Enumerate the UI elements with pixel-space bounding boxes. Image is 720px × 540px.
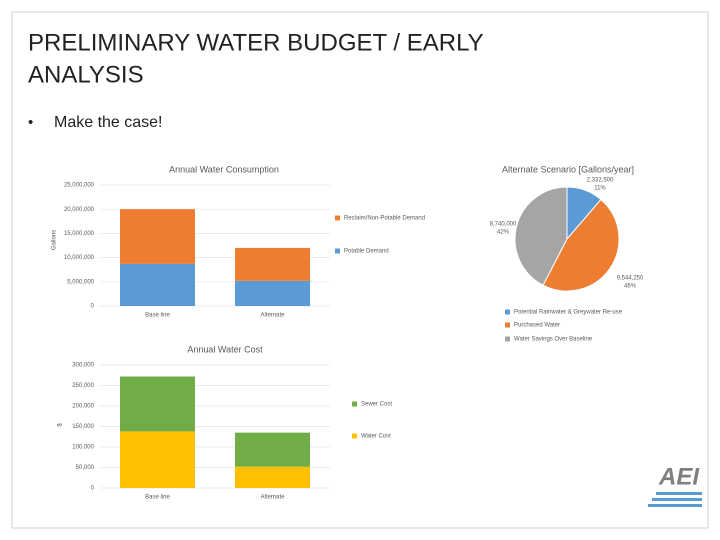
x-tick-label: Alternate bbox=[260, 313, 285, 319]
slide-title: PRELIMINARY WATER BUDGET / EARLY bbox=[28, 29, 484, 56]
pie-slice bbox=[514, 186, 568, 286]
logo-stripe bbox=[652, 498, 702, 501]
x-tick-label: Base line bbox=[145, 495, 170, 501]
legend-label: Purchased Water bbox=[514, 323, 560, 329]
chart-title: Annual Water Cost bbox=[187, 344, 263, 354]
y-axis-label: Gallons bbox=[52, 230, 58, 250]
y-axis-label: $ bbox=[58, 423, 64, 427]
data-label: 2,332,500 bbox=[587, 178, 614, 184]
y-tick-label: 300,000 bbox=[72, 363, 94, 369]
bar-segment bbox=[235, 466, 310, 488]
bar-segment bbox=[235, 247, 310, 281]
y-tick-label: 0 bbox=[91, 486, 95, 492]
logo: AEI bbox=[648, 463, 702, 507]
legend-label: Potential Rainwater & Greywater Re-use bbox=[514, 310, 623, 316]
data-label: 42% bbox=[497, 230, 510, 236]
legend-swatch bbox=[352, 433, 357, 439]
y-tick-label: 200,000 bbox=[72, 404, 94, 410]
y-tick-label: 25,000,000 bbox=[64, 183, 95, 189]
y-tick-label: 20,000,000 bbox=[64, 207, 95, 213]
y-tick-label: 250,000 bbox=[72, 383, 94, 389]
data-label: 11% bbox=[594, 186, 606, 192]
y-tick-label: 5,000,000 bbox=[67, 279, 94, 285]
y-tick-label: 15,000,000 bbox=[64, 231, 95, 237]
legend-label: Reclaim/Non-Potable Demand bbox=[344, 216, 425, 222]
legend-swatch bbox=[505, 336, 510, 342]
bar-segment bbox=[120, 431, 195, 488]
bar-segment bbox=[235, 280, 310, 306]
slide-title: ANALYSIS bbox=[28, 61, 144, 88]
logo-text: AEI bbox=[658, 463, 700, 490]
bar-segment bbox=[120, 209, 195, 264]
bar-segment bbox=[235, 432, 310, 467]
bullet-symbol: • bbox=[28, 114, 33, 131]
legend-swatch bbox=[335, 215, 340, 221]
y-tick-label: 0 bbox=[91, 304, 95, 310]
y-tick-label: 10,000,000 bbox=[64, 255, 95, 261]
y-tick-label: 100,000 bbox=[72, 445, 94, 451]
legend-label: Water Cost bbox=[361, 434, 391, 440]
legend-label: Sewer Cost bbox=[361, 402, 392, 408]
legend-label: Water Savings Over Baseline bbox=[514, 337, 593, 343]
bar-segment bbox=[120, 263, 195, 306]
chart-title: Annual Water Consumption bbox=[169, 164, 279, 174]
logo-stripe bbox=[648, 504, 702, 507]
logo-stripe bbox=[656, 492, 702, 495]
data-label: 8,740,000 bbox=[490, 222, 517, 228]
data-label: 9,544,250 bbox=[617, 276, 644, 282]
x-tick-label: Base line bbox=[145, 313, 170, 319]
legend-swatch bbox=[505, 322, 510, 328]
pie-slice bbox=[542, 198, 620, 292]
bar-segment bbox=[120, 376, 195, 432]
bullet-text: Make the case! bbox=[54, 114, 163, 131]
x-tick-label: Alternate bbox=[260, 495, 285, 501]
y-tick-label: 150,000 bbox=[72, 424, 94, 430]
data-label: 46% bbox=[624, 284, 637, 290]
y-tick-label: 50,000 bbox=[76, 465, 95, 471]
legend-label: Potable Demand bbox=[344, 249, 389, 255]
legend-swatch bbox=[335, 248, 340, 254]
chart-title: Alternate Scenario [Gallons/year] bbox=[502, 164, 634, 174]
legend-swatch bbox=[505, 309, 510, 315]
legend-swatch bbox=[352, 401, 357, 407]
